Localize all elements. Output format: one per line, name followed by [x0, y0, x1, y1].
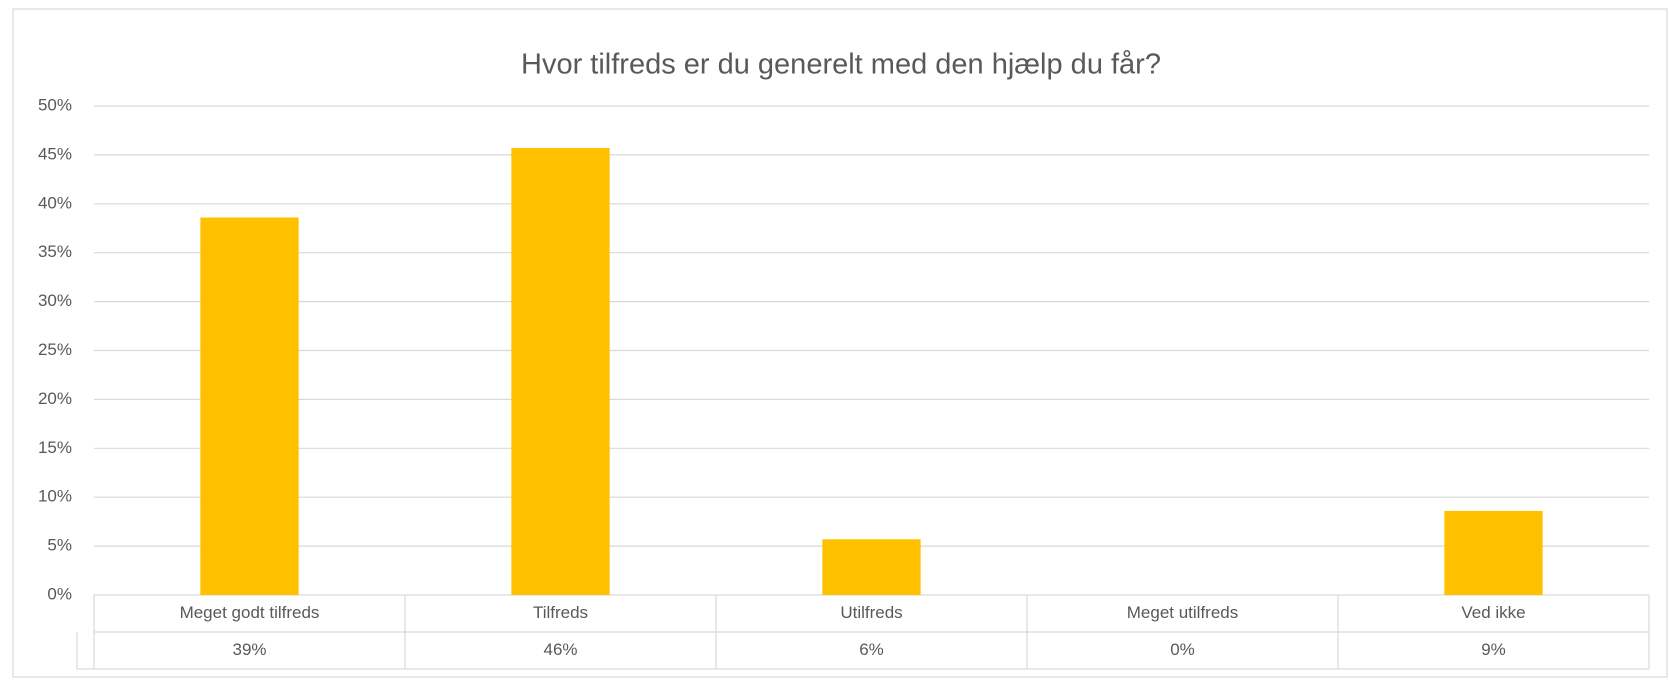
data-label: 46% [543, 640, 577, 659]
y-tick-label: 35% [38, 242, 72, 261]
y-tick-label: 10% [38, 487, 72, 506]
x-tick-label: Utilfreds [840, 603, 902, 622]
x-tick-label: Meget utilfreds [1127, 603, 1239, 622]
y-tick-label: 5% [47, 536, 72, 555]
bar [822, 539, 921, 595]
x-tick-label: Ved ikke [1461, 603, 1525, 622]
bar [200, 217, 299, 595]
bar [511, 148, 610, 595]
chart-title: Hvor tilfreds er du generelt med den hjæ… [521, 49, 1161, 81]
y-tick-label: 20% [38, 389, 72, 408]
data-label: 9% [1481, 640, 1506, 659]
data-label: 39% [232, 640, 266, 659]
data-label: 0% [1170, 640, 1195, 659]
y-tick-label: 50% [38, 95, 72, 114]
y-tick-label: 0% [47, 584, 72, 603]
data-label: 6% [859, 640, 884, 659]
y-tick-label: 25% [38, 340, 72, 359]
x-tick-label: Meget godt tilfreds [180, 603, 320, 622]
y-tick-label: 15% [38, 438, 72, 457]
bar [1444, 510, 1543, 595]
y-tick-label: 45% [38, 144, 72, 163]
y-tick-label: 30% [38, 291, 72, 310]
y-tick-label: 40% [38, 193, 72, 212]
x-tick-label: Tilfreds [533, 603, 588, 622]
